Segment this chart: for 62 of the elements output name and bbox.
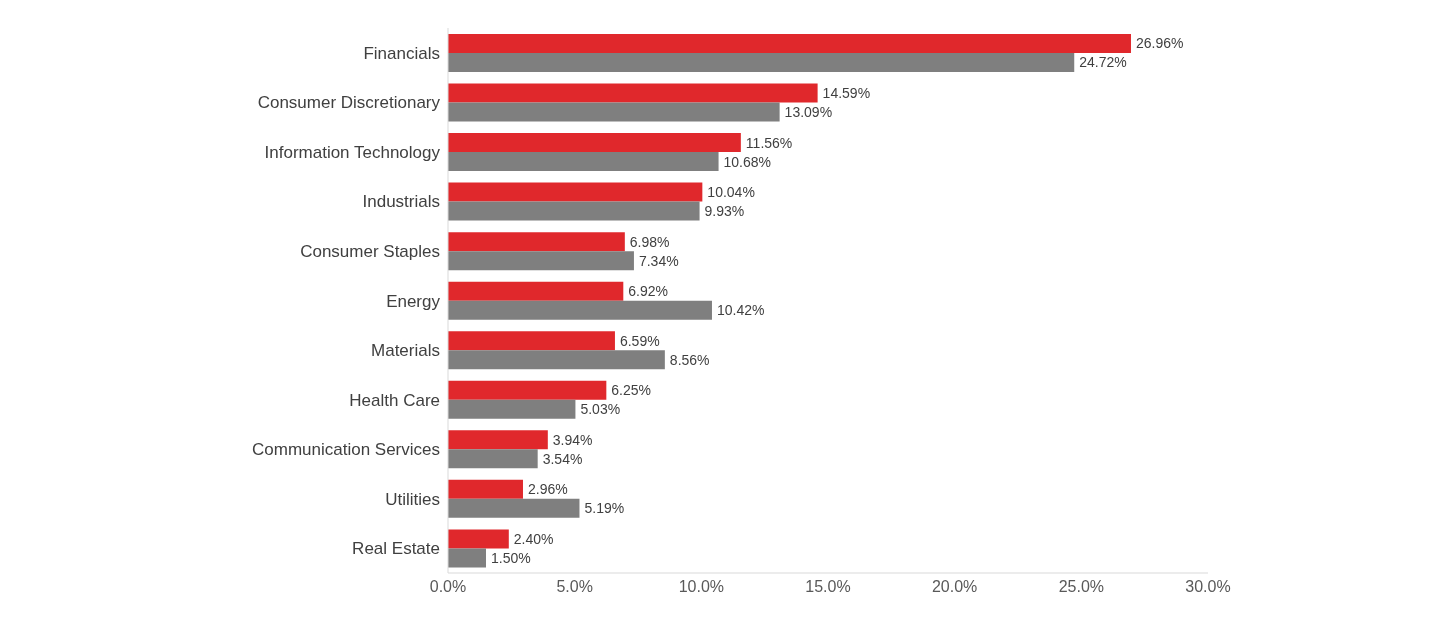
data-label: 24.72%	[1079, 54, 1127, 71]
data-label: 5.03%	[580, 401, 621, 418]
data-label: 14.59%	[822, 84, 871, 101]
data-label: 2.40%	[513, 530, 554, 547]
y-tick-label: Consumer Discretionary	[257, 93, 441, 113]
y-tick-label: Real Estate	[352, 539, 440, 559]
bar	[448, 350, 665, 370]
data-label: 3.94%	[552, 431, 593, 448]
data-label: 3.54%	[542, 450, 583, 467]
bar	[448, 251, 634, 271]
data-label: 11.56%	[745, 134, 793, 151]
data-label: 10.42%	[716, 302, 765, 319]
bar	[448, 281, 624, 301]
x-tick-label: 10.0%	[678, 578, 725, 596]
data-label: 2.96%	[527, 481, 568, 498]
bar	[448, 548, 486, 568]
bar	[448, 449, 538, 469]
data-label: 8.56%	[669, 351, 710, 368]
x-tick-label: 25.0%	[1058, 578, 1105, 596]
bar	[448, 232, 625, 252]
bar	[448, 102, 780, 122]
data-label: 7.34%	[638, 252, 679, 269]
y-tick-label: Financials	[363, 43, 440, 63]
y-tick-label: Industrials	[362, 192, 440, 212]
bar	[448, 52, 1075, 72]
y-tick-label: Health Care	[349, 390, 440, 410]
data-label: 13.09%	[784, 103, 833, 120]
data-label: 6.98%	[629, 233, 670, 250]
bar	[448, 331, 615, 351]
y-tick-label: Energy	[386, 291, 441, 311]
x-tick-label: 15.0%	[805, 578, 851, 596]
data-label: 5.19%	[584, 500, 625, 517]
bar	[448, 479, 523, 499]
bar	[448, 380, 607, 400]
data-label: 9.93%	[704, 203, 745, 220]
bar	[448, 529, 509, 549]
bar	[448, 430, 548, 450]
data-label: 6.92%	[628, 283, 669, 300]
x-tick-label: 5.0%	[556, 578, 593, 596]
x-tick-label: 20.0%	[931, 578, 978, 596]
x-tick-label: 0.0%	[429, 578, 467, 596]
bar	[448, 300, 712, 320]
data-label: 1.50%	[491, 549, 531, 566]
bar	[448, 201, 700, 221]
bar	[448, 152, 719, 172]
bar	[448, 498, 580, 518]
data-label: 6.25%	[611, 382, 652, 399]
bar	[448, 399, 576, 419]
data-label: 26.96%	[1135, 35, 1184, 52]
bar	[448, 33, 1131, 53]
y-tick-label: Utilities	[385, 489, 440, 509]
y-tick-label: Consumer Staples	[300, 241, 440, 261]
y-tick-label: Materials	[371, 341, 440, 361]
data-label: 6.59%	[619, 332, 660, 349]
data-label: 10.68%	[723, 153, 772, 170]
bar	[448, 182, 703, 202]
bar	[448, 133, 741, 153]
data-label: 10.04%	[707, 184, 755, 201]
x-tick-label: 30.0%	[1185, 578, 1231, 596]
bar	[448, 83, 818, 103]
y-tick-label: Communication Services	[251, 440, 440, 460]
y-tick-label: Information Technology	[264, 142, 441, 162]
